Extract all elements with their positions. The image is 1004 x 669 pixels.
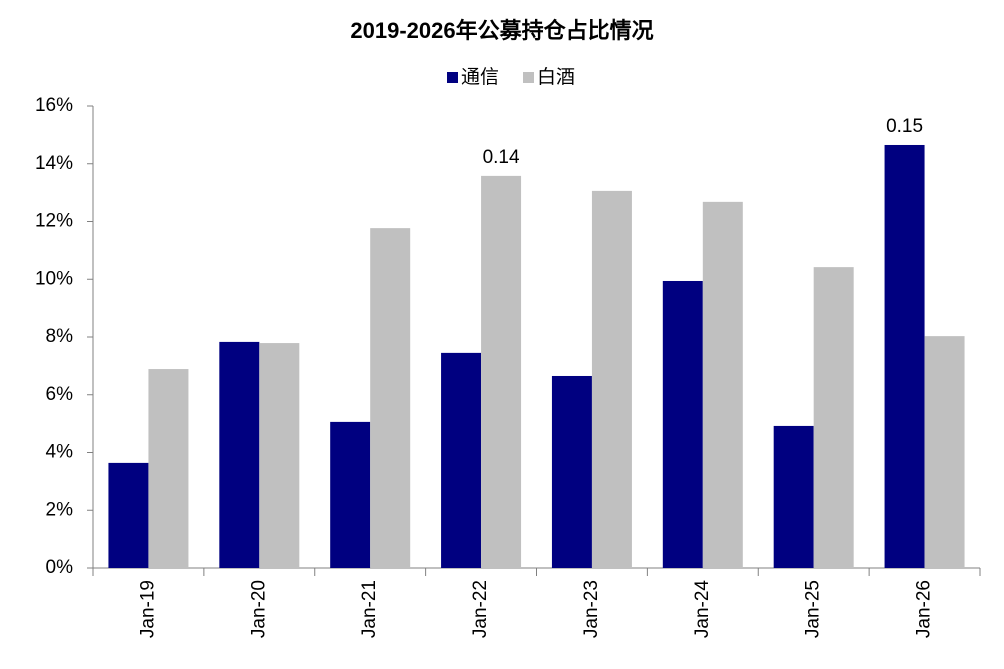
y-tick-label: 4%: [46, 442, 74, 463]
bar: [259, 343, 300, 568]
y-tick-label: 14%: [35, 153, 73, 174]
legend-swatch: [523, 72, 534, 83]
bar: [813, 267, 854, 568]
legend-label: 通信: [461, 66, 499, 88]
y-tick-label: 8%: [46, 326, 74, 347]
y-tick-label: 6%: [46, 384, 74, 405]
bar: [702, 201, 743, 569]
y-tick-label: 10%: [35, 268, 73, 289]
y-tick-label: 0%: [46, 557, 74, 578]
bar: [884, 144, 925, 568]
x-tick-label: Jan-23: [581, 580, 602, 638]
bar: [662, 280, 703, 568]
x-tick-label: Jan-25: [803, 580, 824, 638]
bar: [330, 421, 371, 568]
bar: [924, 336, 965, 568]
bar: [551, 375, 592, 568]
legend-label: 白酒: [537, 66, 575, 88]
y-tick-label: 16%: [35, 95, 73, 116]
chart-title: 2019-2026年公募持仓占比情况: [350, 18, 653, 43]
bar: [591, 190, 632, 568]
x-tick-label: Jan-20: [248, 580, 269, 638]
legend-swatch: [447, 72, 458, 83]
data-label: 0.14: [483, 147, 520, 168]
y-tick-label: 12%: [35, 211, 73, 232]
bar: [773, 425, 814, 568]
x-tick-label: Jan-21: [359, 580, 380, 638]
x-tick-label: Jan-26: [914, 580, 935, 638]
x-tick-label: Jan-24: [692, 580, 713, 639]
bar: [219, 341, 260, 568]
bar: [441, 352, 482, 568]
bar: [148, 369, 189, 568]
x-tick-label: Jan-22: [470, 580, 491, 638]
y-tick-label: 2%: [46, 499, 74, 520]
bar: [108, 462, 149, 568]
x-tick-label: Jan-19: [137, 580, 158, 638]
bar: [481, 175, 522, 568]
data-label: 0.15: [886, 116, 923, 137]
bar: [370, 228, 411, 569]
